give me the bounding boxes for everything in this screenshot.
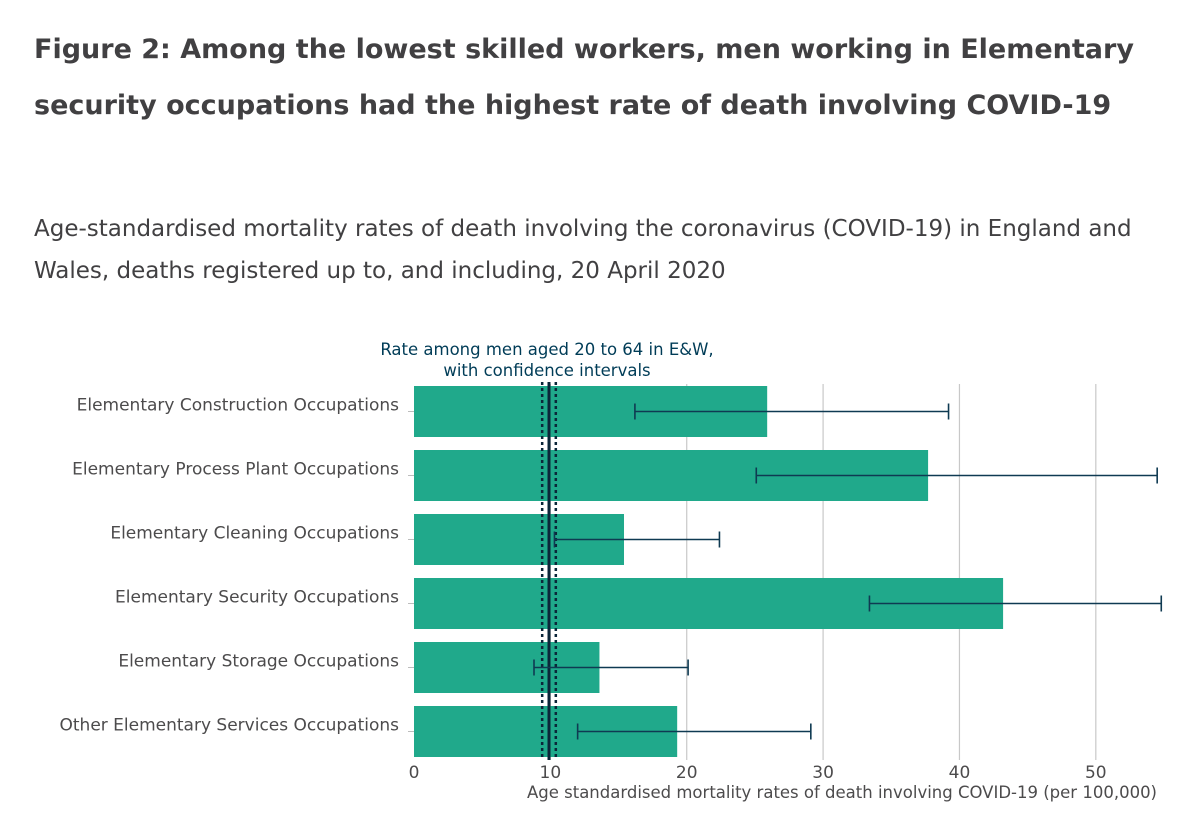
reference-annotation-line1: Rate among men aged 20 to 64 in E&W,: [380, 340, 713, 359]
chart-subtitle: Age-standardised mortality rates of deat…: [34, 216, 1132, 284]
category-label: Elementary Process Plant Occupations: [72, 460, 399, 480]
x-tick-label: 30: [812, 763, 834, 783]
x-tick-label: 10: [540, 763, 562, 783]
category-label: Elementary Construction Occupations: [77, 396, 400, 416]
x-axis-title: Age standardised mortality rates of deat…: [527, 783, 1157, 802]
chart-title: Figure 2: Among the lowest skilled worke…: [34, 34, 1134, 121]
x-tick-label: 50: [1085, 763, 1107, 783]
reference-annotation-line2: with confidence intervals: [443, 361, 650, 380]
category-label: Elementary Security Occupations: [115, 588, 399, 608]
category-label: Elementary Storage Occupations: [118, 652, 399, 672]
x-tick-label: 20: [676, 763, 698, 783]
category-label: Other Elementary Services Occupations: [60, 716, 400, 736]
x-tick-label: 0: [409, 763, 420, 783]
x-tick-label: 40: [949, 763, 971, 783]
category-label: Elementary Cleaning Occupations: [110, 524, 399, 544]
